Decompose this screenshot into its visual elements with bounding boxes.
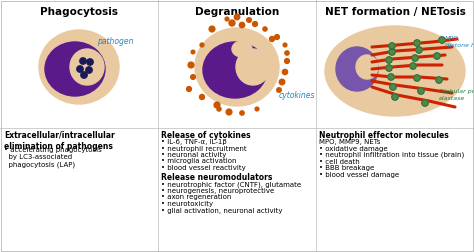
Text: • cell death: • cell death	[319, 159, 360, 165]
Circle shape	[229, 20, 235, 26]
Text: • neurogenesis, neuroprotective: • neurogenesis, neuroprotective	[161, 188, 274, 194]
Circle shape	[422, 100, 428, 106]
Circle shape	[263, 27, 267, 31]
Circle shape	[390, 84, 396, 90]
Circle shape	[86, 67, 92, 73]
Circle shape	[416, 47, 422, 53]
Circle shape	[239, 22, 245, 28]
Circle shape	[200, 43, 204, 47]
Circle shape	[200, 94, 204, 100]
Circle shape	[279, 79, 285, 85]
Text: • BBB breakage: • BBB breakage	[319, 165, 374, 171]
Text: by LC3-associated: by LC3-associated	[4, 154, 72, 160]
Circle shape	[77, 66, 83, 72]
Ellipse shape	[70, 49, 104, 85]
Circle shape	[284, 59, 290, 64]
Circle shape	[414, 75, 420, 81]
Text: • blood vessel reactivity: • blood vessel reactivity	[161, 165, 246, 171]
Circle shape	[418, 88, 424, 94]
Text: MPO, MMP9, NETs: MPO, MMP9, NETs	[319, 139, 381, 145]
Text: phagocytosis (LAP): phagocytosis (LAP)	[4, 161, 75, 168]
Text: • neurotoxicity: • neurotoxicity	[161, 201, 213, 207]
Circle shape	[389, 43, 395, 49]
Circle shape	[412, 55, 418, 61]
Circle shape	[283, 69, 288, 75]
Circle shape	[283, 43, 287, 47]
Circle shape	[274, 35, 279, 39]
Circle shape	[209, 26, 215, 32]
Circle shape	[214, 102, 220, 108]
Circle shape	[414, 40, 420, 46]
Circle shape	[386, 65, 392, 71]
Ellipse shape	[236, 49, 270, 85]
Text: Neutrophil effector molecules: Neutrophil effector molecules	[319, 131, 449, 140]
Circle shape	[436, 77, 442, 83]
Text: Extracellular/intracellular
elimination of pathogens: Extracellular/intracellular elimination …	[4, 131, 115, 151]
Circle shape	[234, 14, 240, 20]
Circle shape	[225, 17, 229, 21]
Circle shape	[388, 74, 394, 80]
Circle shape	[81, 72, 87, 78]
Circle shape	[226, 109, 232, 115]
Ellipse shape	[336, 47, 378, 91]
Circle shape	[246, 18, 251, 22]
Text: cytokines: cytokines	[279, 90, 316, 100]
Text: Globular proteins,
elastase: Globular proteins, elastase	[439, 89, 474, 101]
Ellipse shape	[203, 42, 267, 98]
Text: Release of cytokines: Release of cytokines	[161, 131, 251, 140]
Text: NET formation / NETosis: NET formation / NETosis	[325, 7, 465, 17]
Circle shape	[87, 59, 93, 65]
Circle shape	[188, 62, 194, 68]
Ellipse shape	[356, 55, 378, 79]
Text: Degranulation: Degranulation	[195, 7, 279, 17]
Circle shape	[253, 22, 257, 26]
Text: • neuronal activity: • neuronal activity	[161, 152, 227, 158]
Ellipse shape	[195, 28, 279, 106]
Circle shape	[187, 87, 191, 91]
Circle shape	[392, 94, 398, 100]
Text: Release neuromodulators: Release neuromodulators	[161, 173, 273, 182]
Text: • neutrophil infiltration into tissue (brain): • neutrophil infiltration into tissue (b…	[319, 152, 464, 159]
Text: • neurotrophic factor (CNTF), glutamate: • neurotrophic factor (CNTF), glutamate	[161, 181, 301, 188]
Circle shape	[270, 37, 274, 42]
Text: MPO,
Histone H4: MPO, Histone H4	[445, 36, 474, 48]
Circle shape	[439, 37, 445, 43]
Text: • blood vessel damage: • blood vessel damage	[319, 172, 399, 177]
Text: • neutrophil recruitment: • neutrophil recruitment	[161, 145, 246, 151]
Circle shape	[255, 107, 259, 111]
Text: pathogen: pathogen	[97, 37, 134, 46]
Circle shape	[410, 63, 416, 69]
Text: • accelerating phagocytosis: • accelerating phagocytosis	[4, 147, 102, 153]
Circle shape	[285, 51, 289, 55]
Circle shape	[191, 50, 195, 54]
Ellipse shape	[39, 30, 119, 104]
Circle shape	[240, 111, 244, 115]
Ellipse shape	[328, 40, 383, 98]
Circle shape	[277, 88, 281, 92]
Ellipse shape	[232, 41, 252, 57]
Ellipse shape	[45, 42, 105, 96]
Circle shape	[389, 49, 395, 55]
Circle shape	[217, 107, 221, 111]
Text: • microglia activation: • microglia activation	[161, 159, 237, 165]
Ellipse shape	[325, 26, 465, 116]
Text: • axon regeneration: • axon regeneration	[161, 195, 231, 201]
Circle shape	[191, 75, 195, 79]
Circle shape	[386, 57, 392, 63]
Circle shape	[80, 58, 86, 64]
Text: • glial activation, neuronal activity: • glial activation, neuronal activity	[161, 207, 283, 213]
Text: • IL-6, TNF-α, IL-1β: • IL-6, TNF-α, IL-1β	[161, 139, 227, 145]
Circle shape	[434, 53, 440, 59]
Text: • oxidative damage: • oxidative damage	[319, 145, 388, 151]
Text: Phagocytosis: Phagocytosis	[40, 7, 118, 17]
